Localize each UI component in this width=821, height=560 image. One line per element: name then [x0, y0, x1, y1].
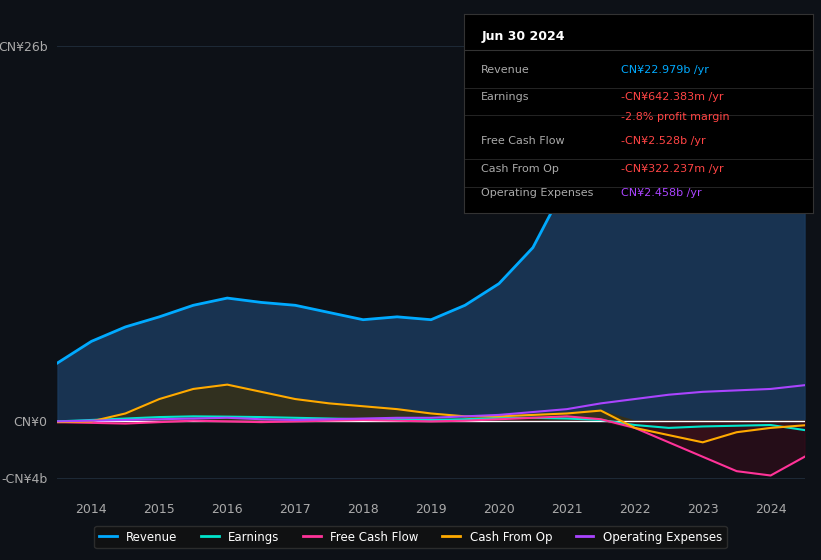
- Text: -CN¥642.383m /yr: -CN¥642.383m /yr: [621, 92, 723, 102]
- Text: CN¥22.979b /yr: CN¥22.979b /yr: [621, 64, 709, 74]
- Text: -CN¥2.528b /yr: -CN¥2.528b /yr: [621, 136, 705, 146]
- Text: -CN¥322.237m /yr: -CN¥322.237m /yr: [621, 164, 723, 174]
- Text: CN¥2.458b /yr: CN¥2.458b /yr: [621, 188, 701, 198]
- Text: -2.8% profit margin: -2.8% profit margin: [621, 113, 730, 123]
- Legend: Revenue, Earnings, Free Cash Flow, Cash From Op, Operating Expenses: Revenue, Earnings, Free Cash Flow, Cash …: [94, 526, 727, 548]
- Text: Cash From Op: Cash From Op: [481, 164, 559, 174]
- Text: Earnings: Earnings: [481, 92, 530, 102]
- Text: Revenue: Revenue: [481, 64, 530, 74]
- Text: Free Cash Flow: Free Cash Flow: [481, 136, 565, 146]
- Text: Jun 30 2024: Jun 30 2024: [481, 30, 565, 43]
- Text: Operating Expenses: Operating Expenses: [481, 188, 594, 198]
